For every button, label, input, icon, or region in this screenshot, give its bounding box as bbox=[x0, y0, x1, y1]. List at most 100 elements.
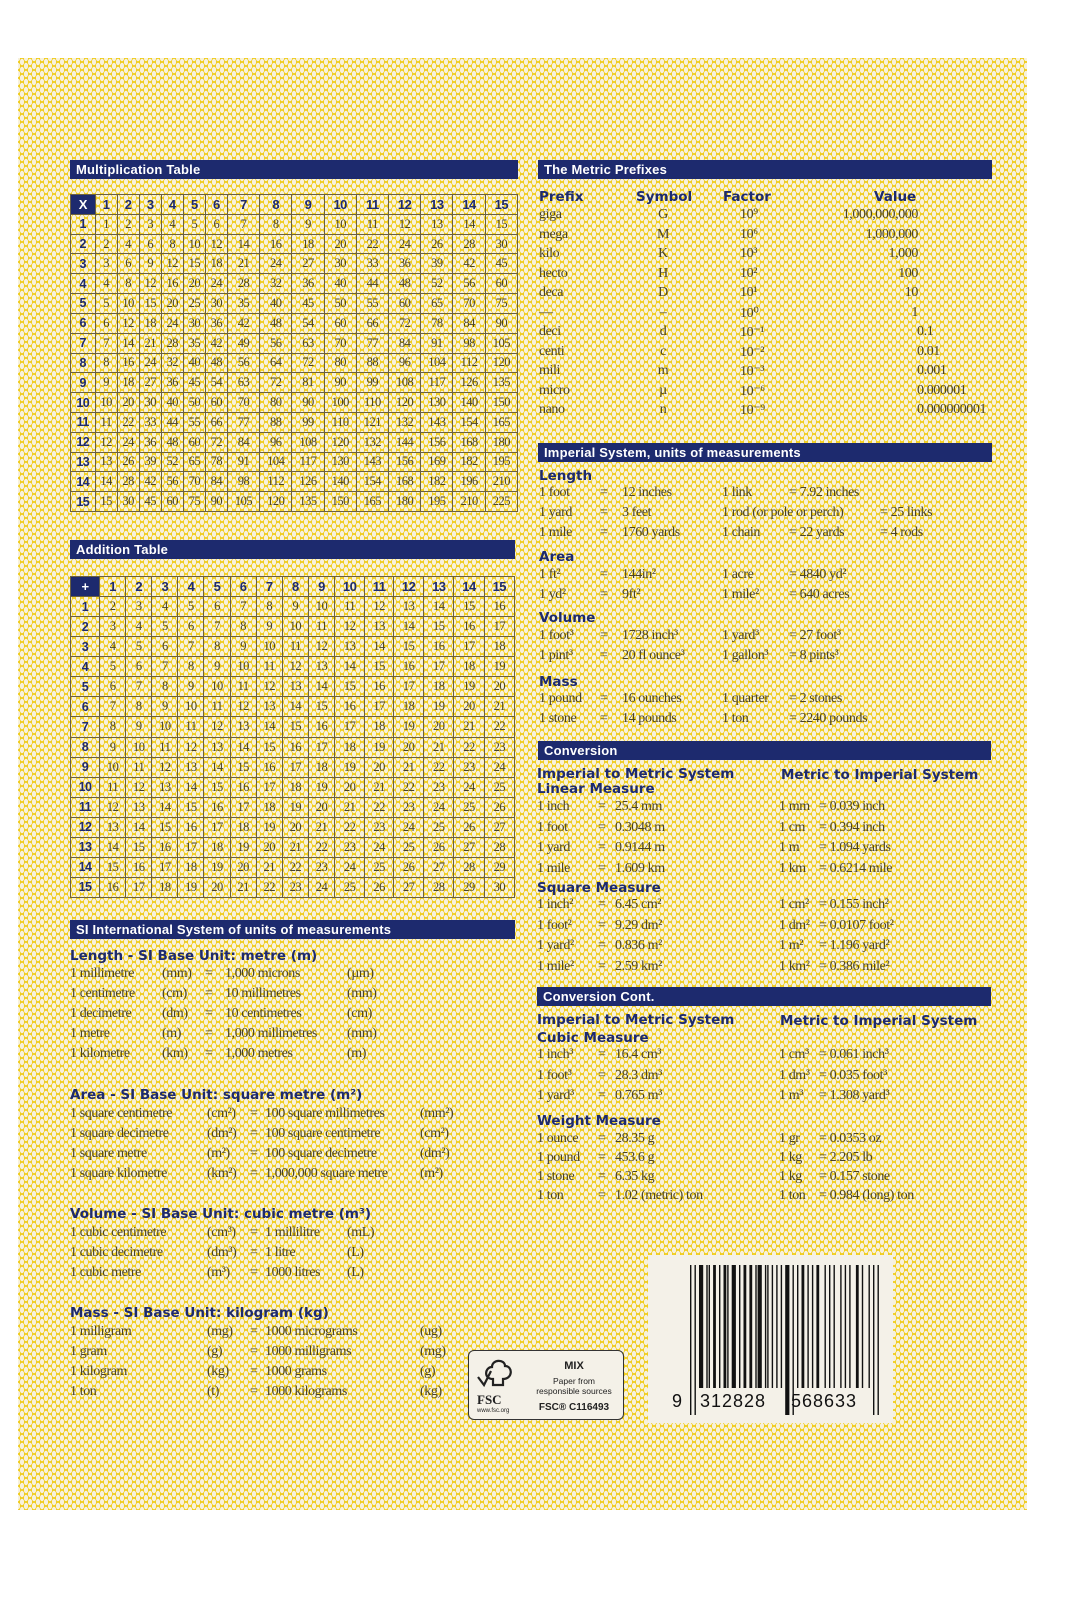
cell: 1 inch² bbox=[537, 897, 574, 912]
table-cell: 18 bbox=[177, 856, 205, 878]
prefix-symbol: H bbox=[658, 265, 668, 281]
table-cell: 12 bbox=[151, 756, 179, 778]
table-cell: 14 bbox=[125, 816, 153, 838]
prefix-symbol: D bbox=[658, 285, 668, 300]
table-cell: 10 bbox=[125, 736, 153, 758]
column-header: 9 bbox=[291, 194, 325, 215]
cell: = 0.155 inch² bbox=[819, 897, 889, 912]
cell: (µm) bbox=[347, 966, 374, 981]
barcode-bar bbox=[877, 1265, 879, 1415]
table-cell: 23 bbox=[334, 836, 366, 858]
cell: (L) bbox=[347, 1245, 364, 1260]
table-cell: 182 bbox=[452, 451, 486, 473]
multiplication-table: X 1 2 3 4 5 6 7 8 9 10 11 12 13 14 15 1 1 2 3 4 5 6 7 8 9 10 11 12 13… bbox=[70, 194, 519, 512]
table-cell: 11 bbox=[94, 411, 118, 433]
table-cell: 55 bbox=[182, 411, 206, 433]
table-cell: 21 bbox=[255, 856, 283, 878]
table-cell: 14 bbox=[255, 716, 283, 738]
table-cell: 12 bbox=[364, 596, 394, 618]
table-cell: 120 bbox=[259, 491, 293, 512]
table-row: 2 3 4 5 6 7 8 9 10 11 12 13 14 15 16 17 bbox=[69, 616, 516, 638]
cell: (mm²) bbox=[420, 1106, 454, 1121]
prefix-row: deca D 10¹ 10 bbox=[539, 285, 989, 305]
table-row: 10 10 20 30 40 50 60 70 80 90 100 110 120 130 140 150 bbox=[70, 392, 519, 413]
prefix-row: nano n 10⁻⁹ 0.000000001 bbox=[539, 402, 989, 422]
cell: 1 cm bbox=[779, 819, 806, 835]
table-cell: 19 bbox=[334, 756, 366, 778]
table-cell: 18 bbox=[423, 676, 455, 698]
table-cell: 40 bbox=[259, 293, 293, 314]
cell: 1 square decimetre bbox=[70, 1126, 169, 1141]
cell: 1 rod (or pole or perch) bbox=[722, 505, 844, 520]
cell: 1 yd² bbox=[539, 587, 566, 602]
cell: = bbox=[600, 525, 608, 540]
table-cell: 9 bbox=[255, 616, 283, 638]
cell: = 0.6214 mile bbox=[819, 860, 893, 876]
prefix-name: mili bbox=[539, 363, 560, 378]
cell: 100 square decimetre bbox=[265, 1146, 377, 1161]
square-measure-heading: Square Measure bbox=[537, 880, 661, 896]
metric-to-imperial-heading: Metric to Imperial System bbox=[781, 767, 979, 783]
table-cell: 2 bbox=[99, 596, 127, 618]
imperial-area-heading: Area bbox=[539, 549, 575, 565]
cell: = bbox=[250, 1364, 258, 1379]
cell: 0.9144 m bbox=[615, 840, 665, 855]
cell: 0.765 m³ bbox=[615, 1088, 662, 1103]
cell: = bbox=[250, 1265, 258, 1280]
table-row: 15 15 30 45 60 75 90 105 120 135 150 165 180 195 210 22… bbox=[70, 491, 519, 512]
table-cell: 110 bbox=[323, 411, 357, 433]
table-cell: 16 bbox=[259, 233, 293, 255]
barcode-bars bbox=[690, 1265, 879, 1415]
table-cell: 18 bbox=[229, 816, 257, 838]
row-header: 3 bbox=[70, 253, 96, 275]
table-cell: 21 bbox=[281, 836, 309, 858]
table-cell: 40 bbox=[160, 392, 184, 413]
si-area-heading: Area - SI Base Unit: square metre (m²) bbox=[70, 1087, 363, 1103]
table-cell: 36 bbox=[204, 312, 228, 334]
table-cell: 15 bbox=[182, 253, 206, 275]
cell: 1 dm³ bbox=[779, 1067, 810, 1083]
barcode-bar bbox=[861, 1265, 864, 1388]
cell: (m) bbox=[162, 1026, 182, 1041]
table-cell: 17 bbox=[307, 736, 336, 758]
table-cell: 60 bbox=[160, 491, 184, 512]
table-cell: 6 bbox=[99, 676, 127, 698]
table-cell: 2 bbox=[116, 213, 140, 235]
table-cell: 8 bbox=[151, 676, 179, 698]
table-cell: 32 bbox=[259, 273, 293, 295]
row-header: 2 bbox=[69, 616, 101, 638]
cell: 1 cubic metre bbox=[70, 1265, 141, 1280]
table-cell: 17 bbox=[125, 876, 153, 899]
cell: 28.35 g bbox=[615, 1131, 655, 1146]
cell: 1 metre bbox=[70, 1026, 110, 1041]
table-cell: 26 bbox=[423, 836, 455, 858]
table-cell: 15 bbox=[392, 636, 425, 658]
column-header: 7 bbox=[226, 194, 261, 215]
table-cell: 180 bbox=[484, 431, 519, 453]
cell: = 0.157 stone bbox=[819, 1169, 890, 1184]
table-cell: 8 bbox=[229, 616, 257, 638]
table-cell: 6 bbox=[204, 213, 228, 235]
table-cell: 9 bbox=[281, 596, 309, 618]
cell: 1 square centimetre bbox=[70, 1106, 173, 1121]
table-cell: 20 bbox=[307, 796, 336, 818]
table-cell: 28 bbox=[453, 856, 485, 878]
cell: (km) bbox=[162, 1046, 188, 1061]
conversion-title: Conversion bbox=[538, 741, 991, 760]
table-cell: 6 bbox=[177, 616, 205, 638]
table-cell: 18 bbox=[204, 253, 228, 275]
prefix-factor: 10⁶ bbox=[740, 226, 758, 242]
table-cell: 45 bbox=[138, 491, 162, 512]
cell: 1 inch bbox=[537, 799, 570, 814]
weight-measure-heading: Weight Measure bbox=[537, 1113, 661, 1129]
prefix-factor: 10² bbox=[740, 265, 757, 281]
cell: 1 dm² bbox=[779, 917, 810, 933]
table-cell: 6 bbox=[125, 656, 153, 678]
imperial-length-heading: Length bbox=[539, 468, 593, 484]
table-cell: 25 bbox=[182, 293, 206, 314]
table-cell: 19 bbox=[392, 716, 425, 738]
column-header: 13 bbox=[420, 194, 454, 215]
cell: 28.3 dm³ bbox=[615, 1067, 662, 1083]
cell: = 0.0353 oz bbox=[819, 1131, 882, 1146]
cell: = bbox=[598, 1188, 606, 1203]
